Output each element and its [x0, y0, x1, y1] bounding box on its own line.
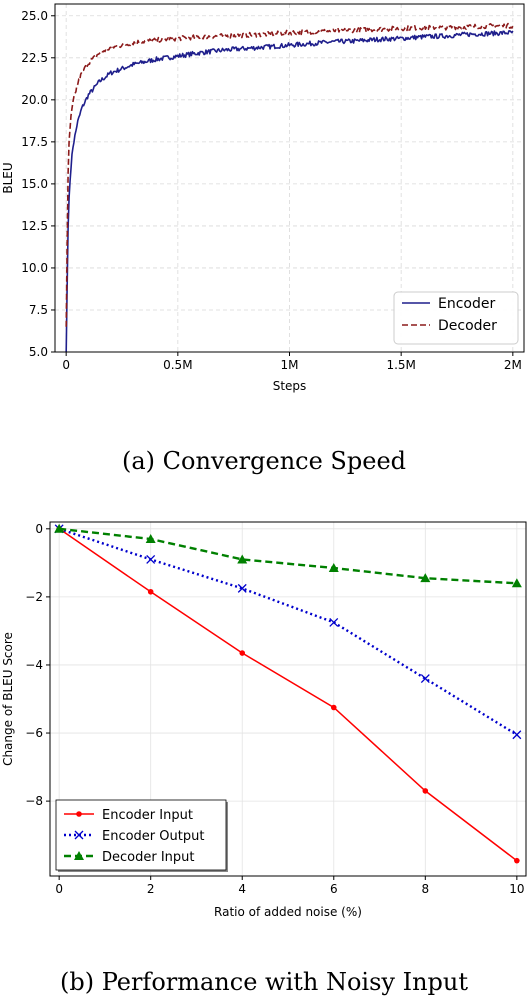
y-tick-label: −6 [25, 726, 43, 740]
data-point-encoder-output [420, 674, 430, 684]
y-tick-label: 20.0 [21, 93, 48, 107]
chart-b-legend: Encoder Input Encoder Output Decoder Input [55, 799, 228, 872]
series-line-encoder [65, 30, 514, 353]
data-point-encoder-input [514, 857, 520, 864]
data-point-decoder-input [145, 534, 156, 544]
x-tick-label: 2 [147, 882, 155, 896]
chart-a-y-axis-label: BLEU [1, 162, 15, 193]
series-line-encoder-input [58, 528, 518, 862]
x-tick-label: 2M [504, 358, 522, 372]
data-point-decoder-input [328, 562, 339, 572]
y-tick-label: 7.5 [29, 303, 48, 317]
y-tick-label: 17.5 [21, 135, 48, 149]
y-tick-label: 12.5 [21, 219, 48, 233]
y-tick-label: 22.5 [21, 51, 48, 65]
legend-label: Encoder [438, 296, 495, 312]
chart-a-y-ticks: 5.0 7.5 10.0 12.5 15.0 17.5 20.0 22.5 25.0 [21, 9, 55, 359]
legend-marker [74, 830, 84, 840]
x-tick-label: 4 [238, 882, 246, 896]
data-point-encoder-output [512, 730, 522, 740]
legend-marker [76, 811, 82, 817]
x-tick-label: 10 [509, 882, 524, 896]
data-point-encoder-input [147, 588, 154, 595]
data-point-encoder-input [239, 650, 246, 656]
chart-b-frame [49, 521, 527, 877]
y-tick-label: 5.0 [29, 345, 48, 359]
x-tick-label: 0 [55, 882, 63, 896]
chart-a-grid [55, 4, 524, 353]
data-point-encoder-output [237, 583, 247, 593]
chart-b-lines [54, 523, 522, 864]
y-tick-label: −4 [25, 658, 43, 672]
y-tick-label: 25.0 [21, 9, 48, 23]
series-line-decoder-input [59, 527, 517, 585]
x-tick-label: 1.5M [386, 358, 415, 372]
legend-label: Decoder [438, 318, 497, 334]
chart-b-y-ticks: 0 −2 −4 −6 −8 [25, 522, 50, 808]
chart-a-x-ticks: 0 0.5M 1M 1.5M 2M [62, 352, 522, 372]
y-tick-label: 15.0 [21, 177, 48, 191]
x-tick-label: 6 [330, 882, 338, 896]
legend-label: Encoder Output [102, 829, 204, 844]
x-tick-label: 1M [281, 358, 299, 372]
data-point-encoder-output [329, 617, 339, 627]
data-point-decoder-input [237, 554, 248, 564]
data-point-decoder-input [420, 573, 431, 583]
data-point-encoder-input [330, 704, 337, 711]
chart-a-legend: Encoder Decoder [393, 291, 519, 345]
y-tick-label: −8 [25, 794, 43, 808]
chart-b-y-axis-label: Change of BLEU Score [1, 632, 15, 766]
data-point-encoder-output [146, 554, 156, 564]
x-tick-label: 0 [62, 358, 70, 372]
y-tick-label: 0 [35, 522, 43, 536]
legend-label: Decoder Input [102, 850, 195, 865]
series-line-encoder-output [58, 527, 518, 736]
x-tick-label: 0.5M [163, 358, 192, 372]
legend-box [393, 291, 519, 345]
chart-b-x-ticks: 0 2 4 6 8 10 [55, 876, 524, 896]
chart-b-caption: (b) Performance with Noisy Input [60, 968, 468, 996]
legend-label: Encoder Input [102, 808, 193, 823]
legend-marker [74, 851, 84, 860]
data-point-decoder-input [54, 523, 65, 533]
data-point-encoder-input [422, 788, 429, 794]
data-point-decoder-input [511, 578, 522, 588]
chart-b-x-axis-label: Ratio of added noise (%) [214, 905, 362, 919]
x-tick-label: 8 [421, 882, 429, 896]
chart-a-lines [65, 22, 514, 353]
chart-convergence-speed: 0 0.5M 1M 1.5M 2M 5.0 7.5 10.0 12.5 15.0 17.5 20.0… [1, 3, 525, 475]
y-tick-label: −2 [25, 590, 43, 604]
chart-noisy-input: 0 2 4 6 8 10 0 −2 −4 −6 −8 Ratio of added noise (… [1, 521, 527, 996]
chart-a-caption: (a) Convergence Speed [122, 447, 406, 475]
y-tick-label: 10.0 [21, 261, 48, 275]
chart-a-x-axis-label: Steps [273, 379, 307, 393]
series-line-decoder [65, 22, 514, 327]
